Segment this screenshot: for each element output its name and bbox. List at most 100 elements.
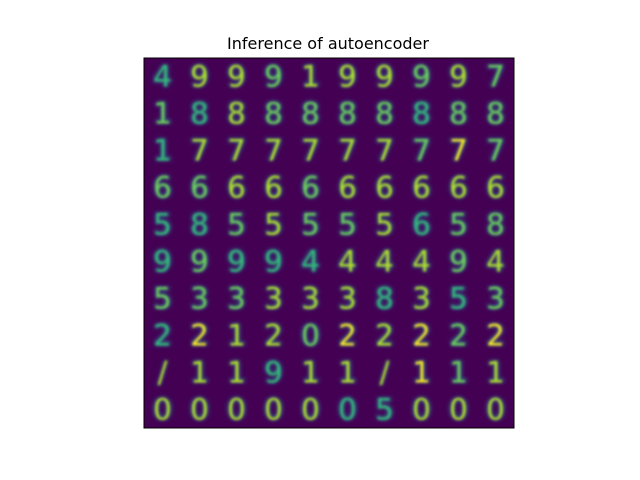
digit-halo: 6 [300,171,321,206]
digit-cell: 88 [448,97,469,132]
digit-cell: 11 [337,356,358,391]
digit-cell: 77 [263,134,284,169]
digit-glyph: 6 [153,171,171,205]
digit-glyph: 0 [264,393,282,427]
digit-halo: 8 [189,208,210,243]
digit-halo: 3 [263,282,284,317]
digit-halo: 9 [226,245,247,280]
digit-halo: 4 [411,245,432,280]
digit-cell: 44 [374,245,395,280]
digit-glyph: 4 [486,245,504,279]
digit-glyph: 6 [338,171,356,205]
digit-glyph: 1 [153,134,171,168]
digit-glyph: 0 [153,393,171,427]
digit-halo: 7 [485,134,506,169]
digit-glyph: 6 [412,171,430,205]
digit-cell: 22 [411,319,432,354]
digit-glyph: 7 [264,134,282,168]
digit-glyph: 8 [301,97,319,131]
digit-cell: 99 [337,60,358,95]
digit-halo: 1 [337,356,358,391]
digit-glyph: 0 [301,393,319,427]
digit-glyph: 9 [264,245,282,279]
digit-cell: 44 [485,245,506,280]
digit-glyph: 1 [153,97,171,131]
digit-cell: 66 [448,171,469,206]
digit-halo: 2 [189,319,210,354]
digit-glyph: 1 [190,356,208,390]
digit-cell: 66 [152,171,173,206]
digit-glyph: 8 [264,97,282,131]
digit-cell: 88 [263,97,284,132]
digit-cell: 88 [189,97,210,132]
digit-halo: 3 [411,282,432,317]
digit-cell: 55 [263,208,284,243]
digit-halo: 8 [411,97,432,132]
digit-halo: 5 [152,282,173,317]
digit-halo: 5 [300,208,321,243]
digit-cell: 99 [448,245,469,280]
digit-cell: 44 [152,60,173,95]
digit-glyph: 2 [449,319,467,353]
digit-glyph: 9 [338,60,356,94]
digit-cell: 22 [485,319,506,354]
digit-cell: 88 [374,282,395,317]
digit-halo: 8 [263,97,284,132]
digit-cell: 55 [374,393,395,428]
digit-glyph: 9 [412,60,430,94]
digit-glyph: 5 [449,282,467,316]
digit-glyph: / [158,356,168,390]
digit-glyph: 7 [412,134,430,168]
digit-halo: 8 [189,97,210,132]
digit-cell: 11 [226,356,247,391]
digit-glyph: 2 [412,319,430,353]
digit-glyph: 9 [449,60,467,94]
digit-glyph: 3 [190,282,208,316]
digit-glyph: 1 [301,60,319,94]
digit-glyph: 8 [338,97,356,131]
digit-halo: 9 [337,60,358,95]
digit-cell: 99 [263,245,284,280]
digit-glyph: 9 [375,60,393,94]
plot-frame [143,57,515,429]
digit-halo: 0 [189,393,210,428]
digit-glyph: 5 [375,393,393,427]
digit-halo: 9 [263,245,284,280]
digit-halo: 5 [448,282,469,317]
digit-cell: 88 [189,208,210,243]
digit-halo: 8 [485,97,506,132]
digit-halo: 5 [337,208,358,243]
digit-glyph: 2 [190,319,208,353]
digit-halo: 7 [485,60,506,95]
digit-halo: 4 [374,245,395,280]
digit-cell: // [157,356,168,391]
digit-halo: 9 [189,60,210,95]
digit-glyph: 7 [375,134,393,168]
digit-cell: 77 [189,134,210,169]
digit-glyph: 7 [190,134,208,168]
digit-glyph: 6 [375,171,393,205]
digit-cell: 66 [337,171,358,206]
digit-halo: 9 [411,60,432,95]
digit-halo: 1 [485,356,506,391]
digit-cell: 44 [337,245,358,280]
digit-halo: 3 [337,282,358,317]
digit-halo: 1 [152,134,173,169]
digit-halo: 9 [374,60,395,95]
digit-cell: 22 [189,319,210,354]
digit-halo: 9 [152,245,173,280]
digit-cell: 11 [411,356,432,391]
digit-glyph: 6 [264,171,282,205]
digit-cell: 66 [485,171,506,206]
digit-halo: 9 [263,60,284,95]
digit-glyph: 5 [153,208,171,242]
digit-halo: 8 [374,97,395,132]
digit-halo: 1 [448,356,469,391]
digit-halo: 2 [374,319,395,354]
digit-glyph: 2 [486,319,504,353]
digit-glyph: 7 [227,134,245,168]
digit-halo: / [157,356,168,391]
digit-cell: 33 [300,282,321,317]
